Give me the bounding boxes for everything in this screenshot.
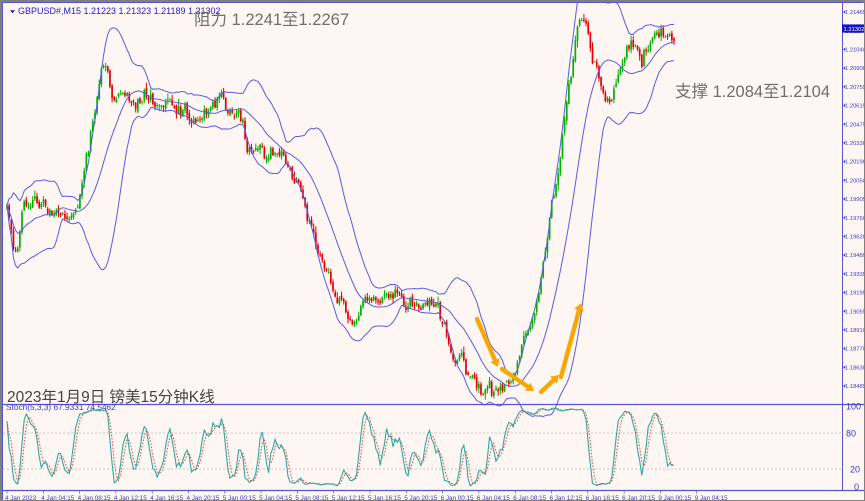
svg-text:4 Jan 04:15: 4 Jan 04:15: [41, 495, 74, 500]
svg-text:1.20755: 1.20755: [845, 85, 864, 91]
svg-text:1.20615: 1.20615: [845, 104, 864, 110]
svg-text:1.21302: 1.21302: [844, 27, 865, 33]
svg-text:5 Jan 04:15: 5 Jan 04:15: [259, 495, 292, 500]
svg-text:9 Jan 04:15: 9 Jan 04:15: [695, 495, 728, 500]
svg-text:5 Jan 08:15: 5 Jan 08:15: [295, 495, 328, 500]
svg-text:1.19055: 1.19055: [845, 309, 864, 315]
svg-text:0: 0: [854, 482, 859, 492]
svg-text:1.19905: 1.19905: [845, 197, 864, 203]
svg-text:6 Jan 08:15: 6 Jan 08:15: [513, 495, 546, 500]
svg-text:1.21465: 1.21465: [845, 10, 864, 16]
svg-text:1.18910: 1.18910: [845, 328, 864, 334]
svg-text:5 Jan 20:15: 5 Jan 20:15: [404, 495, 437, 500]
svg-text:9 Jan 00:15: 9 Jan 00:15: [658, 495, 691, 500]
svg-text:6 Jan 00:15: 6 Jan 00:15: [441, 495, 474, 500]
svg-text:GBPUSD#,M15 1.21223 1.21323 1: GBPUSD#,M15 1.21223 1.21323 1.21189 1.21…: [18, 6, 221, 16]
svg-text:1.18630: 1.18630: [845, 365, 864, 371]
svg-text:1.20475: 1.20475: [845, 122, 864, 128]
svg-text:80: 80: [846, 429, 856, 439]
svg-text:阻力 1.2241至1.2267: 阻力 1.2241至1.2267: [194, 10, 349, 29]
svg-text:1.20900: 1.20900: [845, 66, 864, 72]
svg-text:5 Jan 12:15: 5 Jan 12:15: [332, 495, 365, 500]
svg-text:1.18485: 1.18485: [845, 384, 864, 390]
svg-text:6 Jan 04:15: 6 Jan 04:15: [477, 495, 510, 500]
svg-text:1.19195: 1.19195: [845, 291, 864, 297]
svg-text:1.19620: 1.19620: [845, 235, 864, 241]
svg-text:4 Jan 16:15: 4 Jan 16:15: [150, 495, 183, 500]
svg-text:4 Jan 12:15: 4 Jan 12:15: [114, 495, 147, 500]
svg-text:6 Jan 12:15: 6 Jan 12:15: [550, 495, 583, 500]
svg-text:1.19480: 1.19480: [845, 253, 864, 259]
svg-text:20: 20: [850, 465, 860, 475]
svg-text:1.20190: 1.20190: [845, 160, 864, 166]
svg-text:4 Jan 08:15: 4 Jan 08:15: [78, 495, 111, 500]
svg-text:4 Jan 2023: 4 Jan 2023: [5, 495, 37, 500]
svg-text:支撑 1.2084至1.2104: 支撑 1.2084至1.2104: [675, 82, 830, 101]
svg-text:1.18770: 1.18770: [845, 347, 864, 353]
svg-text:100: 100: [846, 402, 861, 412]
svg-text:Stoch(5,3,3) 67.9331 74.5462: Stoch(5,3,3) 67.9331 74.5462: [6, 402, 116, 412]
svg-text:6 Jan 20:15: 6 Jan 20:15: [622, 495, 655, 500]
svg-text:6 Jan 16:15: 6 Jan 16:15: [586, 495, 619, 500]
svg-text:1.20050: 1.20050: [845, 178, 864, 184]
svg-text:5 Jan 16:15: 5 Jan 16:15: [368, 495, 401, 500]
svg-text:4 Jan 20:15: 4 Jan 20:15: [187, 495, 220, 500]
svg-text:5 Jan 00:15: 5 Jan 00:15: [223, 495, 256, 500]
svg-text:1.19760: 1.19760: [845, 216, 864, 222]
svg-text:1.19335: 1.19335: [845, 272, 864, 278]
svg-text:1.21040: 1.21040: [845, 48, 864, 54]
svg-text:1.20330: 1.20330: [845, 141, 864, 147]
